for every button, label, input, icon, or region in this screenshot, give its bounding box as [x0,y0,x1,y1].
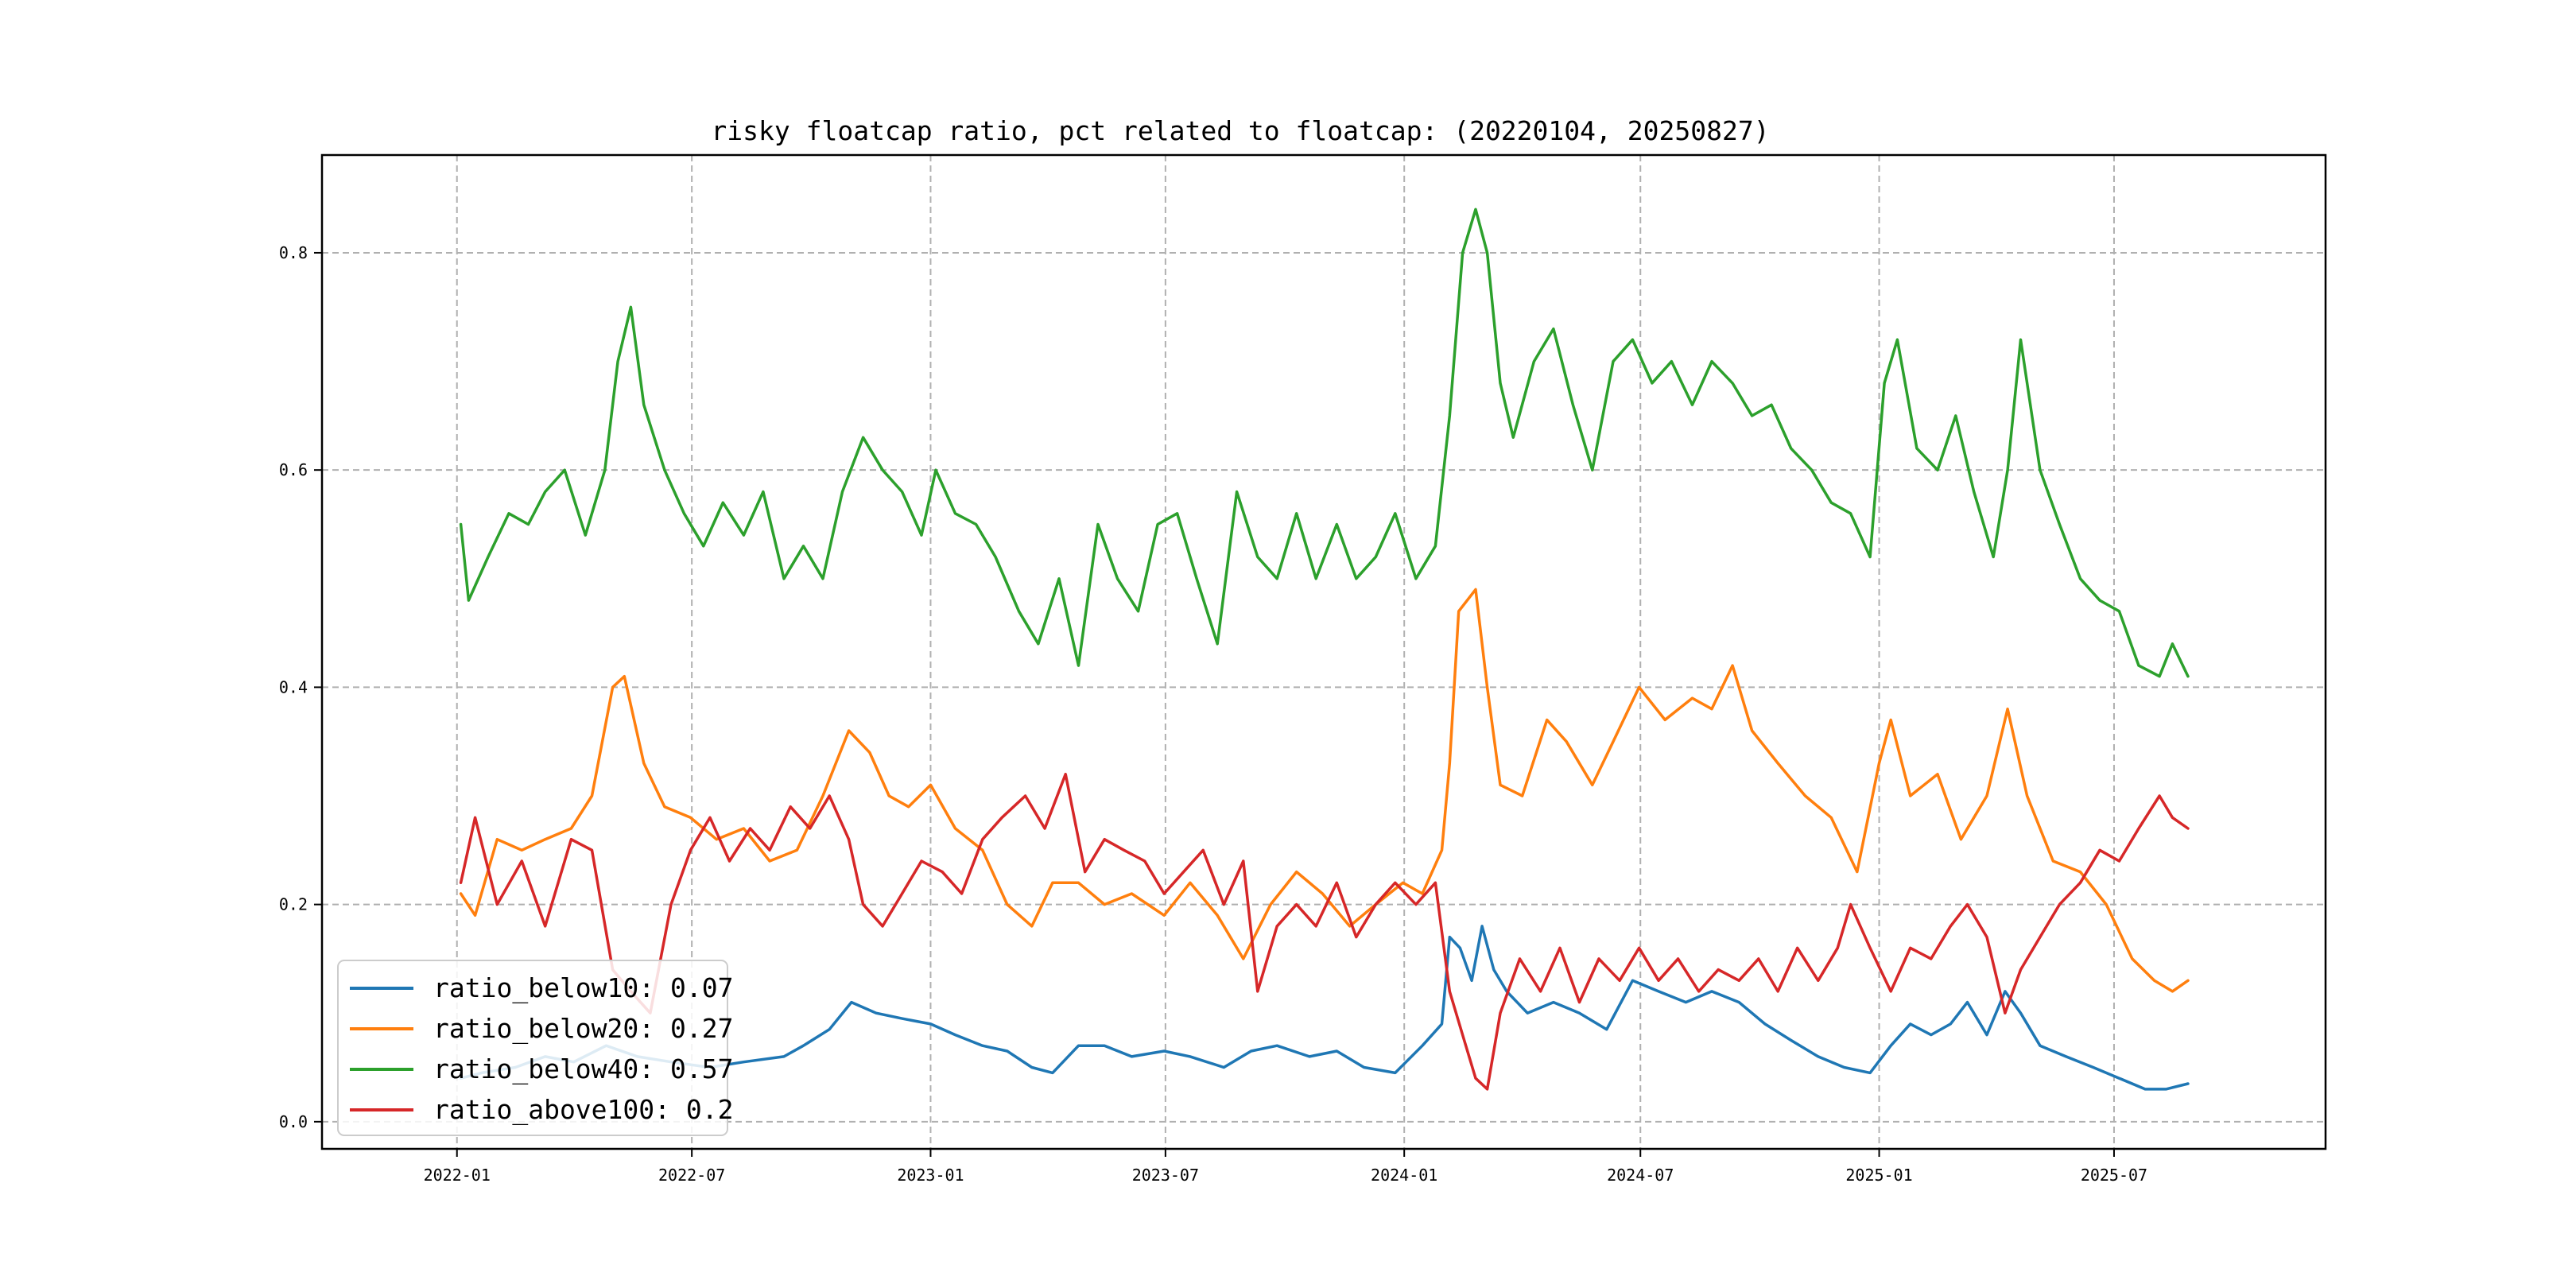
chart-title: risky floatcap ratio, pct related to flo… [711,115,1769,146]
y-tick-label: 0.4 [279,677,308,696]
legend-box [337,960,728,1136]
x-tick-label: 2022-07 [658,1166,725,1185]
legend-label-ratio_below40: ratio_below40: 0.57 [433,1053,734,1085]
legend-label-ratio_above100: ratio_above100: 0.2 [433,1094,734,1126]
x-axis-ticks: 2022-01 2022-07 2023-01 2023-07 2024-01 2024-… [424,1149,2147,1185]
series-line-ratio_above100 [459,772,2190,1091]
x-tick-label: 2024-07 [1607,1166,1674,1185]
legend-label-ratio_below20: ratio_below20: 0.27 [433,1013,734,1045]
y-tick-label: 0.8 [279,243,308,262]
y-tick-label: 0.6 [279,460,308,479]
series-lines [459,208,2190,1091]
legend-label-ratio_below10: ratio_below10: 0.07 [433,972,734,1004]
series-line-ratio_below40 [459,208,2190,678]
y-axis-ticks: 0.0 0.2 0.4 0.6 0.8 [279,243,322,1131]
x-tick-label: 2025-01 [1845,1166,1912,1185]
y-tick-label: 0.0 [279,1112,308,1131]
legend: ratio_below10: 0.07 ratio_below20: 0.27 ra… [337,960,734,1136]
x-tick-label: 2024-01 [1371,1166,1437,1185]
x-tick-label: 2025-07 [2081,1166,2147,1185]
x-tick-label: 2023-07 [1132,1166,1199,1185]
plot-frame [320,153,2327,1150]
y-tick-label: 0.2 [279,895,308,914]
series-line-ratio_below10 [459,925,2190,1091]
x-tick-label: 2022-01 [424,1166,491,1185]
x-tick-label: 2023-01 [897,1166,964,1185]
